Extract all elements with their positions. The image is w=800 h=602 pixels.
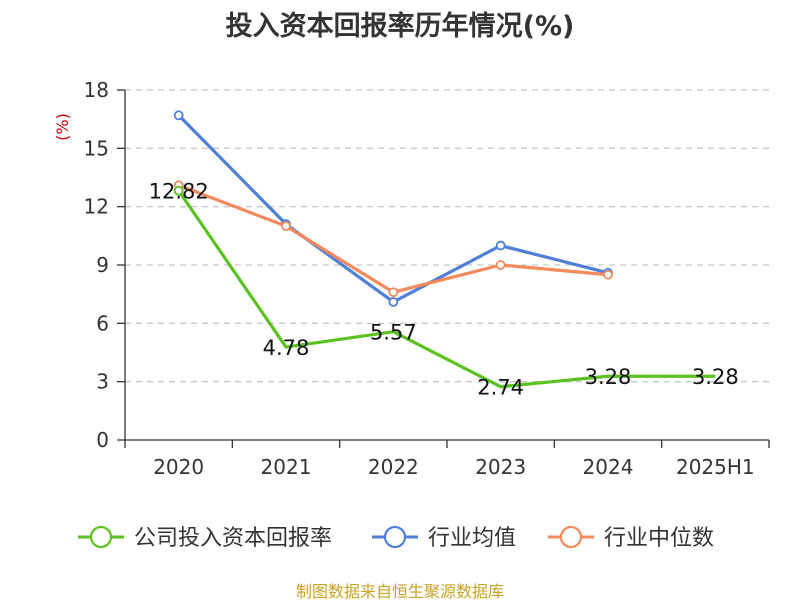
data-label: 3.28 (692, 365, 739, 389)
legend-swatch-marker (559, 525, 583, 549)
x-tick-label: 2022 (368, 455, 419, 479)
data-point (388, 287, 399, 298)
data-label: 12.82 (149, 180, 209, 204)
legend-item: 行业中位数 (548, 525, 714, 551)
grid-layer (125, 89, 769, 383)
y-tick-label: 9 (96, 253, 109, 277)
legend-label: 行业均值 (428, 526, 516, 551)
data-point (173, 110, 184, 121)
data-point (173, 185, 184, 196)
data-label: 5.57 (370, 321, 417, 345)
series-line (178, 183, 609, 294)
data-label: 2.74 (477, 376, 524, 400)
axis-layer: 0 3 6 9 12 15 18 2020 2021 2022 2023 2024 2025H1 (84, 78, 770, 479)
data-point (495, 260, 506, 270)
x-tick-label: 2021 (261, 455, 312, 479)
y-tick-label: 0 (96, 428, 109, 452)
y-tick-label: 6 (96, 311, 109, 335)
y-tick-label: 3 (96, 370, 109, 394)
legend: 公司投入资本回报率 行业均值 行业中位数 (78, 525, 714, 551)
series-line (177, 189, 716, 389)
data-label-layer: 12.82 4.78 5.57 2.74 3.28 3.28 (149, 180, 739, 400)
legend-label: 行业中位数 (604, 526, 714, 551)
x-tick-label: 2020 (153, 455, 204, 479)
x-tick-label: 2024 (583, 455, 634, 479)
data-point (603, 269, 613, 280)
y-axis-unit-label: (%) (53, 113, 72, 141)
y-tick-label: 12 (84, 195, 109, 219)
y-tick-label: 15 (84, 136, 109, 160)
data-point (388, 297, 399, 307)
data-label: 3.28 (585, 365, 632, 389)
data-label: 4.78 (263, 336, 310, 360)
series-layer (173, 110, 716, 389)
y-tick-label: 18 (84, 78, 109, 102)
data-point (281, 221, 291, 232)
data-point (495, 240, 506, 251)
x-tick-label: 2023 (475, 455, 526, 479)
legend-label: 公司投入资本回报率 (134, 526, 332, 551)
legend-swatch-marker (383, 525, 407, 549)
source-note: 制图数据来自恒生聚源数据库 (295, 582, 504, 601)
legend-item: 公司投入资本回报率 (78, 525, 332, 551)
chart-title: 投入资本回报率历年情况(%) (225, 11, 575, 42)
legend-swatch-marker (89, 525, 113, 549)
x-tick-label: 2025H1 (676, 455, 755, 479)
legend-item: 行业均值 (372, 525, 516, 551)
